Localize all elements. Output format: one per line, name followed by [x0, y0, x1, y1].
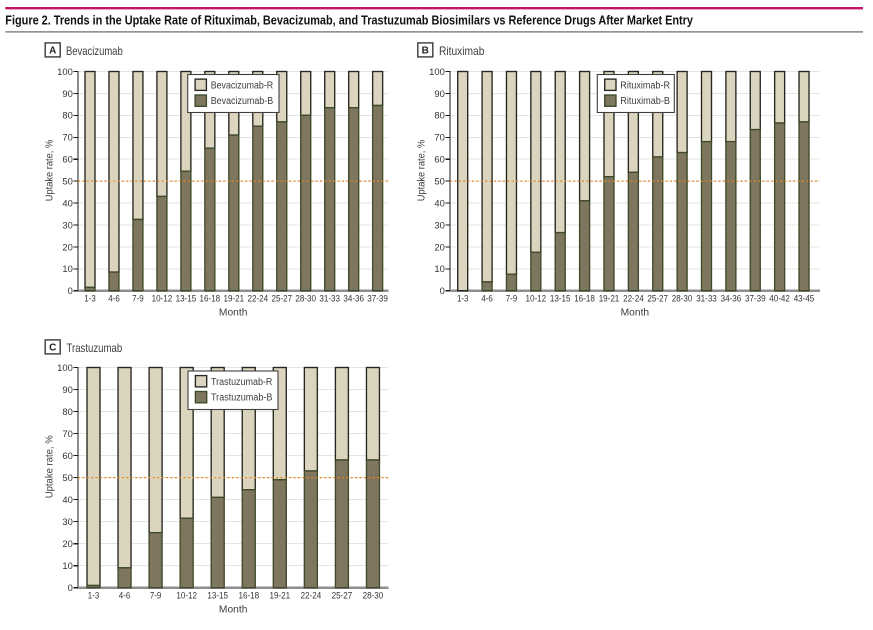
svg-text:1-3: 1-3 — [84, 292, 96, 303]
svg-text:31-33: 31-33 — [319, 292, 340, 303]
svg-text:20: 20 — [434, 241, 444, 252]
svg-text:10-12: 10-12 — [176, 589, 197, 600]
svg-text:40: 40 — [62, 197, 72, 208]
svg-text:20: 20 — [62, 538, 72, 549]
svg-text:19-21: 19-21 — [270, 589, 291, 600]
svg-text:100: 100 — [57, 362, 73, 373]
svg-text:60: 60 — [62, 450, 72, 461]
svg-text:50: 50 — [62, 176, 72, 187]
svg-text:28-30: 28-30 — [672, 292, 693, 303]
svg-text:16-18: 16-18 — [200, 292, 221, 303]
svg-text:0: 0 — [68, 582, 73, 593]
svg-text:28-30: 28-30 — [363, 589, 384, 600]
svg-text:Uptake rate, %: Uptake rate, % — [45, 140, 56, 202]
svg-text:10-12: 10-12 — [526, 292, 547, 303]
svg-text:Bevacizumab-B: Bevacizumab-B — [211, 96, 274, 107]
svg-text:100: 100 — [57, 66, 73, 77]
svg-text:1-3: 1-3 — [457, 292, 469, 303]
svg-text:34-36: 34-36 — [721, 292, 742, 303]
svg-text:80: 80 — [62, 110, 72, 121]
svg-text:60: 60 — [434, 154, 444, 165]
svg-text:70: 70 — [62, 428, 72, 439]
svg-text:25-27: 25-27 — [332, 589, 353, 600]
svg-text:13-15: 13-15 — [550, 292, 571, 303]
svg-text:7-9: 7-9 — [150, 589, 162, 600]
svg-text:C: C — [49, 343, 56, 354]
svg-text:22-24: 22-24 — [623, 292, 644, 303]
svg-text:22-24: 22-24 — [248, 292, 269, 303]
svg-text:4-6: 4-6 — [108, 292, 120, 303]
svg-text:1-3: 1-3 — [88, 589, 100, 600]
svg-text:80: 80 — [62, 406, 72, 417]
svg-text:100: 100 — [429, 66, 445, 77]
svg-text:10: 10 — [434, 263, 444, 274]
svg-text:40: 40 — [434, 197, 444, 208]
svg-text:Trastuzumab-B: Trastuzumab-B — [211, 393, 273, 404]
svg-text:30: 30 — [62, 219, 72, 230]
svg-text:7-9: 7-9 — [132, 292, 144, 303]
svg-text:50: 50 — [434, 176, 444, 187]
svg-text:0: 0 — [68, 285, 73, 296]
svg-text:Trastuzumab: Trastuzumab — [67, 341, 123, 355]
svg-text:4-6: 4-6 — [481, 292, 493, 303]
svg-text:16-18: 16-18 — [239, 589, 260, 600]
svg-text:80: 80 — [434, 110, 444, 121]
svg-text:30: 30 — [62, 516, 72, 527]
svg-text:34-36: 34-36 — [343, 292, 364, 303]
svg-text:Rituximab-B: Rituximab-B — [620, 96, 670, 107]
svg-text:Trastuzumab-R: Trastuzumab-R — [211, 377, 272, 388]
svg-text:Month: Month — [621, 307, 650, 318]
svg-text:Rituximab: Rituximab — [439, 44, 485, 58]
svg-text:16-18: 16-18 — [574, 292, 595, 303]
svg-text:22-24: 22-24 — [301, 589, 322, 600]
svg-text:7-9: 7-9 — [506, 292, 518, 303]
svg-text:Uptake rate, %: Uptake rate, % — [45, 435, 56, 498]
svg-text:19-21: 19-21 — [224, 292, 245, 303]
svg-text:Month: Month — [219, 307, 248, 318]
svg-text:10: 10 — [62, 560, 72, 571]
svg-text:40: 40 — [62, 494, 72, 505]
svg-text:Bevacizumab: Bevacizumab — [66, 44, 123, 58]
svg-text:Uptake rate, %: Uptake rate, % — [417, 140, 428, 202]
svg-text:0: 0 — [440, 285, 445, 296]
svg-text:70: 70 — [62, 132, 72, 143]
svg-text:4-6: 4-6 — [119, 589, 131, 600]
svg-text:37-39: 37-39 — [367, 292, 388, 303]
svg-text:Month: Month — [219, 604, 248, 615]
svg-text:43-45: 43-45 — [794, 292, 815, 303]
svg-text:Bevacizumab-R: Bevacizumab-R — [211, 80, 274, 91]
svg-text:A: A — [49, 46, 56, 57]
svg-text:50: 50 — [62, 472, 72, 483]
svg-text:40-42: 40-42 — [769, 292, 790, 303]
svg-text:25-27: 25-27 — [647, 292, 668, 303]
svg-text:19-21: 19-21 — [599, 292, 620, 303]
svg-text:60: 60 — [62, 154, 72, 165]
svg-text:13-15: 13-15 — [176, 292, 197, 303]
svg-text:90: 90 — [434, 88, 444, 99]
svg-text:90: 90 — [62, 384, 72, 395]
svg-text:31-33: 31-33 — [696, 292, 717, 303]
svg-text:30: 30 — [434, 219, 444, 230]
svg-text:Rituximab-R: Rituximab-R — [620, 80, 670, 91]
svg-text:28-30: 28-30 — [295, 292, 316, 303]
svg-text:13-15: 13-15 — [207, 589, 228, 600]
svg-text:20: 20 — [62, 241, 72, 252]
svg-text:90: 90 — [62, 88, 72, 99]
svg-text:10: 10 — [62, 263, 72, 274]
svg-text:10-12: 10-12 — [152, 292, 173, 303]
svg-text:37-39: 37-39 — [745, 292, 766, 303]
svg-text:B: B — [422, 46, 429, 57]
svg-text:Figure 2. Trends in the Uptake: Figure 2. Trends in the Uptake Rate of R… — [5, 13, 693, 28]
svg-text:25-27: 25-27 — [272, 292, 293, 303]
svg-text:70: 70 — [434, 132, 444, 143]
